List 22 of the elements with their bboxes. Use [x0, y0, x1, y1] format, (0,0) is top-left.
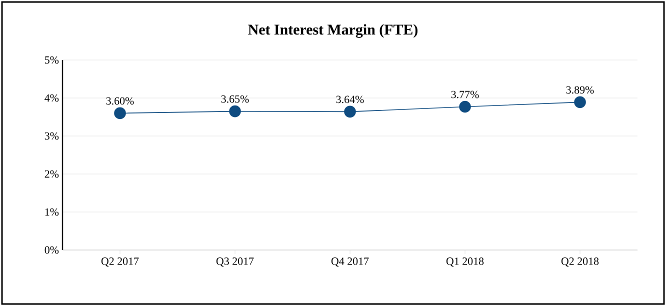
- x-tick-label: Q1 2018: [446, 258, 484, 267]
- data-label: 3.60%: [106, 97, 134, 105]
- y-tick-label: 2%: [44, 170, 59, 178]
- y-tick-label: 4%: [44, 94, 59, 102]
- point: [459, 100, 471, 113]
- point: [344, 106, 356, 118]
- y-tick-label: 5%: [45, 56, 59, 64]
- data-label: 3.64%: [336, 96, 364, 104]
- x-tick-label: Q2 2018: [561, 258, 599, 267]
- chart-title: Net Interest Margin (FTE): [248, 24, 418, 38]
- data-label: 3.65%: [221, 95, 249, 103]
- x-tick-label: Q3 2017: [216, 258, 254, 267]
- y-tick-label: 3%: [44, 132, 59, 140]
- x-tick-label: Q4 2017: [331, 258, 369, 267]
- x-tick-label: Q2 2017: [101, 258, 139, 267]
- point: [574, 96, 586, 108]
- point: [229, 105, 241, 118]
- data-label: 3.77%: [451, 90, 479, 98]
- point: [114, 107, 126, 120]
- y-tick-label: 0%: [44, 246, 59, 254]
- y-tick-label: 1%: [45, 208, 59, 216]
- data-label: 3.89%: [566, 86, 594, 94]
